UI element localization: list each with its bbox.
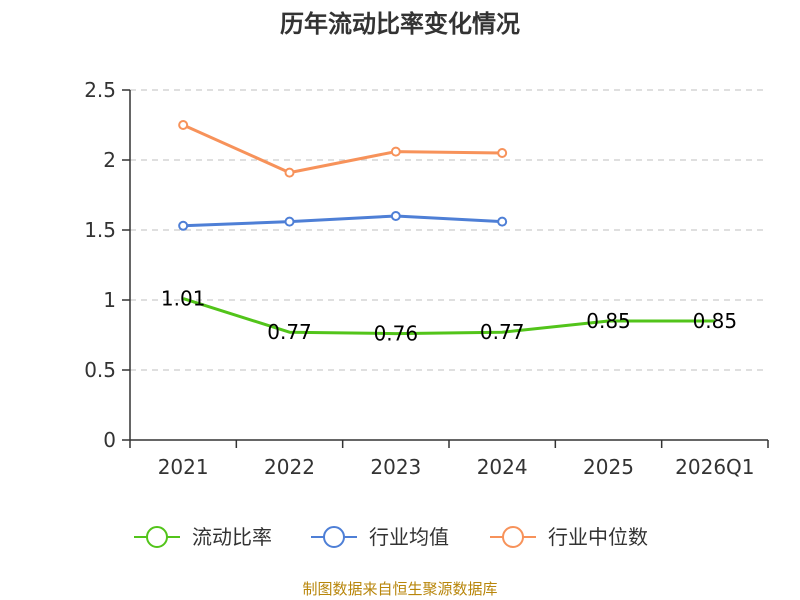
x-tick-label: 2024 <box>477 455 528 479</box>
series-layer <box>178 120 715 336</box>
data-label: 0.85 <box>586 309 631 333</box>
series-point-1 <box>178 220 189 231</box>
legend: 流动比率 行业均值 行业中位数 <box>134 525 648 549</box>
legend-marker <box>502 526 524 548</box>
y-tick-label: 0 <box>103 428 116 452</box>
legend-item-2: 行业中位数 <box>490 525 648 549</box>
source-note: 制图数据来自恒生聚源数据库 <box>302 580 497 598</box>
legend-marker <box>146 526 168 548</box>
legend-label: 流动比率 <box>192 525 272 549</box>
x-tick-label: 2026Q1 <box>675 455 754 479</box>
series-point-2 <box>284 167 295 178</box>
y-tick-label: 1 <box>103 288 116 312</box>
x-tick-label: 2025 <box>583 455 634 479</box>
data-label-layer: 1.01 0.77 0.76 0.77 0.85 0.85 <box>161 287 737 346</box>
chart-title: 历年流动比率变化情况 <box>280 10 520 38</box>
data-label: 1.01 <box>161 287 206 311</box>
data-label: 0.85 <box>693 309 738 333</box>
legend-item-1: 行业均值 <box>311 525 449 549</box>
series-point-1 <box>390 211 401 221</box>
y-tick-label: 0.5 <box>84 358 116 382</box>
axis-layer: 0 0.5 1 1.5 2 2.5 2021 2022 2023 2024 2025 2026Q1 <box>84 78 769 479</box>
series-point-2 <box>390 146 401 157</box>
x-tick-label: 2023 <box>370 455 421 479</box>
legend-label: 行业中位数 <box>548 525 648 549</box>
data-label: 0.77 <box>480 320 525 344</box>
legend-marker <box>323 526 345 548</box>
series-point-2 <box>497 148 508 158</box>
series-line-0 <box>182 297 715 336</box>
x-tick-label: 2022 <box>264 455 315 479</box>
x-tick-label: 2021 <box>158 455 209 479</box>
y-tick-label: 2.5 <box>84 78 116 102</box>
series-line-1 <box>183 214 503 228</box>
series-point-2 <box>178 120 189 130</box>
y-tick-label: 2 <box>103 148 116 172</box>
y-tick-label: 1.5 <box>84 218 116 242</box>
grid-layer <box>130 89 768 371</box>
data-label: 0.77 <box>267 320 312 344</box>
legend-item-0: 流动比率 <box>134 525 272 549</box>
legend-label: 行业均值 <box>369 525 449 549</box>
series-line-2 <box>182 123 503 175</box>
series-point-1 <box>284 216 295 227</box>
series-point-1 <box>497 216 508 227</box>
data-label: 0.76 <box>374 322 419 346</box>
